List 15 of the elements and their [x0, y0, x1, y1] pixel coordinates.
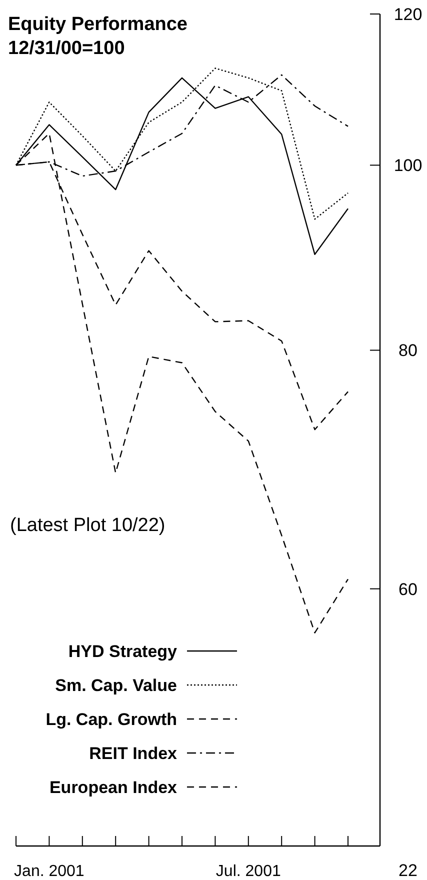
- legend-label: European Index: [49, 778, 178, 797]
- legend-label: REIT Index: [89, 744, 178, 763]
- x-tick-label: Jul. 2001: [216, 863, 281, 880]
- x-tick-label: Jan. 2001: [14, 863, 84, 880]
- y-tick-label: 80: [398, 341, 418, 360]
- y-tick-label: 100: [394, 156, 422, 176]
- legend-label: Sm. Cap. Value: [55, 676, 177, 695]
- y-tick-label: 60: [398, 580, 418, 599]
- legend-label: Lg. Cap. Growth: [46, 710, 177, 729]
- text: 12/31/00=100: [8, 38, 125, 59]
- text: 22: [398, 861, 418, 880]
- legend-label: HYD Strategy: [68, 642, 178, 661]
- annotation: (Latest Plot 10/22): [10, 515, 166, 536]
- y-tick-label: 120: [394, 5, 422, 24]
- chart-title: Equity Performance: [8, 14, 188, 35]
